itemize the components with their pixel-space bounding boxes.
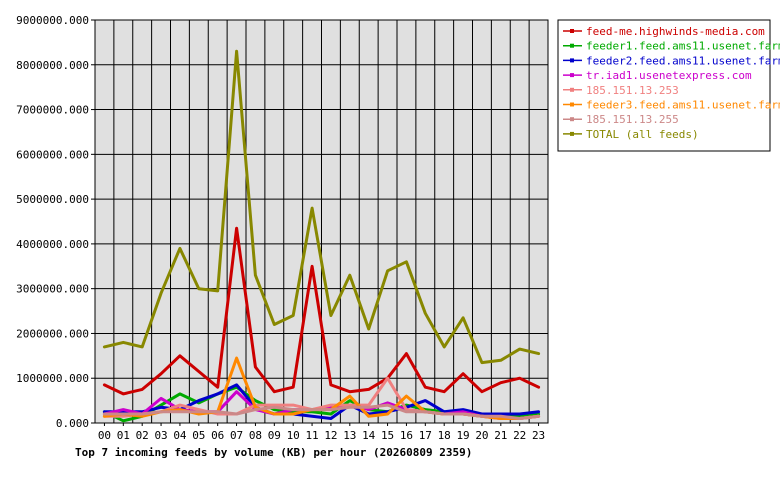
legend-marker [570,102,574,107]
legend-marker [570,73,574,78]
series-line [102,403,541,420]
y-tick-label: 7000000.000 [16,104,89,117]
legend-label: feeder1.feed.ams11.usenet.farm [586,40,780,53]
y-tick-label: 4000000.000 [16,238,89,251]
y-tick-label: 6000000.000 [16,148,89,161]
x-tick-label: 14 [362,429,376,442]
series-lines [102,49,541,423]
x-tick-label: 21 [494,429,507,442]
grid-lines [95,19,548,424]
legend-label: tr.iad1.usenetexpress.com [586,69,752,82]
chart-title: Top 7 incoming feeds by volume (KB) per … [75,446,472,459]
y-tick-label: 1000000.000 [16,372,89,385]
x-tick-label: 04 [173,429,187,442]
x-tick-label: 09 [268,429,281,442]
y-tick-label: 2000000.000 [16,327,89,340]
x-tick-label: 00 [98,429,111,442]
x-tick-label: 20 [475,429,488,442]
y-tick-label: 5000000.000 [16,193,89,206]
series-line [102,226,541,396]
x-tick-label: 10 [287,429,300,442]
series-line [102,49,541,365]
y-tick-label: 9000000.000 [16,14,89,27]
x-tick-label: 08 [249,429,262,442]
legend-marker [570,29,574,33]
y-axis-ticks: 0.000 1000000.000 2000000.000 3000000.000 40… [16,14,95,430]
legend-box [557,19,771,152]
legend-label: TOTAL (all feeds) [586,128,699,141]
x-axis-ticks: 00 01 02 03 04 05 06 07 08 09 10 11 12 13 14 15 16 17 18 19… [98,423,545,442]
x-tick-label: 19 [456,429,469,442]
y-tick-label: 0.000 [56,417,89,430]
x-tick-label: 23 [532,429,545,442]
legend-label: 185.151.13.253 [586,84,679,97]
x-tick-label: 17 [419,429,432,442]
y-tick-label: 3000000.000 [16,283,89,296]
legend-label: feeder2.feed.ams11.usenet.farm [586,54,780,67]
legend-marker [570,43,574,48]
x-tick-label: 16 [400,429,413,442]
legend-marker [570,131,574,136]
x-tick-label: 11 [305,429,318,442]
x-tick-label: 02 [136,429,149,442]
legend-label: feed-me.highwinds-media.com [586,25,765,38]
x-tick-label: 12 [324,429,337,442]
x-tick-label: 01 [117,429,130,442]
x-tick-label: 15 [381,429,394,442]
x-tick-label: 18 [438,429,451,442]
x-tick-label: 03 [154,429,167,442]
legend: feed-me.highwinds-media.com feeder1.feed.… [557,19,780,152]
legend-marker [570,117,574,122]
legend-label: feeder3.feed.ams11.usenet.farm [586,99,780,112]
x-tick-label: 13 [343,429,356,442]
legend-marker [570,87,574,92]
x-tick-label: 07 [230,429,243,442]
legend-marker [570,58,574,63]
x-tick-label: 22 [513,429,526,442]
x-tick-label: 05 [192,429,205,442]
y-tick-label: 8000000.000 [16,59,89,72]
legend-label: 185.151.13.255 [586,113,679,126]
x-tick-label: 06 [211,429,224,442]
